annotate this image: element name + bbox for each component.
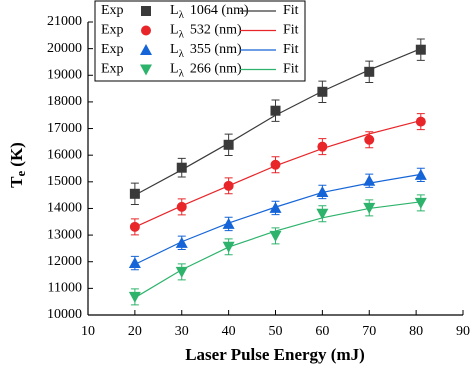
x-tick-label: 50 <box>269 324 283 339</box>
marker <box>223 180 234 191</box>
legend-name: 532 (nm) <box>190 23 242 38</box>
marker <box>364 66 375 77</box>
marker <box>269 201 282 213</box>
y-label-sub: e <box>13 170 28 176</box>
marker <box>128 291 141 303</box>
marker <box>270 105 281 116</box>
legend-box <box>94 0 306 82</box>
y-tick-label: 19000 <box>47 67 82 82</box>
marker <box>270 159 281 170</box>
fit-line <box>134 173 421 265</box>
legend-subscript: λ <box>179 48 185 60</box>
marker <box>415 44 426 55</box>
legend-label: Lλ 355 (nm) <box>170 42 242 59</box>
y-tick-label: 18000 <box>47 94 82 109</box>
legend-name: 355 (nm) <box>190 42 242 57</box>
x-tick-label: 10 <box>81 324 95 339</box>
x-tick-label: 40 <box>222 324 236 339</box>
y-tick-label: 17000 <box>47 121 82 136</box>
x-tick-label: 70 <box>362 324 376 339</box>
legend-prefix: L <box>170 62 179 77</box>
legend-exp: Exp <box>101 23 124 38</box>
legend-name: 266 (nm) <box>190 62 242 77</box>
marker <box>317 86 328 97</box>
legend-subscript: λ <box>179 28 185 40</box>
marker <box>223 139 234 150</box>
marker <box>317 141 328 152</box>
y-tick-label: 14000 <box>47 201 82 216</box>
x-tick-label: 20 <box>128 324 142 339</box>
legend-marker <box>141 6 151 16</box>
y-axis-label: Te (K) <box>7 142 28 188</box>
legend-marker <box>141 25 151 36</box>
legend-marker <box>140 44 152 55</box>
y-tick-label: 10000 <box>47 307 82 322</box>
marker <box>414 168 427 180</box>
y-label-unit: (K) <box>7 142 26 167</box>
x-tick-label: 60 <box>315 324 329 339</box>
marker <box>364 134 375 145</box>
marker <box>129 221 140 232</box>
marker <box>316 208 329 220</box>
y-tick-label: 13000 <box>47 227 82 242</box>
marker <box>415 116 426 127</box>
marker <box>363 174 376 186</box>
legend-prefix: L <box>170 42 179 57</box>
legend-prefix: L <box>170 3 179 18</box>
marker <box>176 162 187 173</box>
legend-subscript: λ <box>179 9 185 21</box>
legend-marker <box>140 64 152 76</box>
legend-exp: Exp <box>101 3 124 18</box>
legend-fit: Fit <box>283 62 299 77</box>
marker <box>222 217 235 229</box>
marker <box>175 236 188 248</box>
marker <box>128 257 141 269</box>
x-tick-label: 90 <box>456 324 470 339</box>
marker <box>129 188 140 199</box>
legend-fit: Fit <box>283 3 299 18</box>
y-tick-label: 16000 <box>47 147 82 162</box>
marker <box>175 266 188 278</box>
legend-fit: Fit <box>283 23 299 38</box>
marker <box>316 185 329 197</box>
x-tick-label: 30 <box>175 324 189 339</box>
legend-fit: Fit <box>283 42 299 57</box>
legend-prefix: L <box>170 23 179 38</box>
y-tick-label: 15000 <box>47 174 82 189</box>
legend-exp: Exp <box>101 42 124 57</box>
marker <box>363 202 376 214</box>
marker <box>222 241 235 253</box>
marker <box>269 230 282 242</box>
marker <box>414 197 427 209</box>
y-tick-label: 12000 <box>47 254 82 269</box>
legend-subscript: λ <box>179 67 185 79</box>
x-axis-label: Laser Pulse Energy (mJ) <box>185 345 365 364</box>
y-tick-label: 21000 <box>47 14 82 29</box>
x-tick-label: 80 <box>409 324 423 339</box>
legend-label: Lλ 266 (nm) <box>170 62 242 79</box>
legend-label: Lλ 1064 (nm) <box>170 3 249 20</box>
y-label-main: T <box>7 176 26 188</box>
y-tick-label: 11000 <box>48 281 82 296</box>
marker <box>176 201 187 212</box>
y-tick-label: 20000 <box>47 41 82 56</box>
legend-exp: Exp <box>101 62 124 77</box>
legend-name: 1064 (nm) <box>190 3 249 18</box>
legend-label: Lλ 532 (nm) <box>170 23 242 40</box>
